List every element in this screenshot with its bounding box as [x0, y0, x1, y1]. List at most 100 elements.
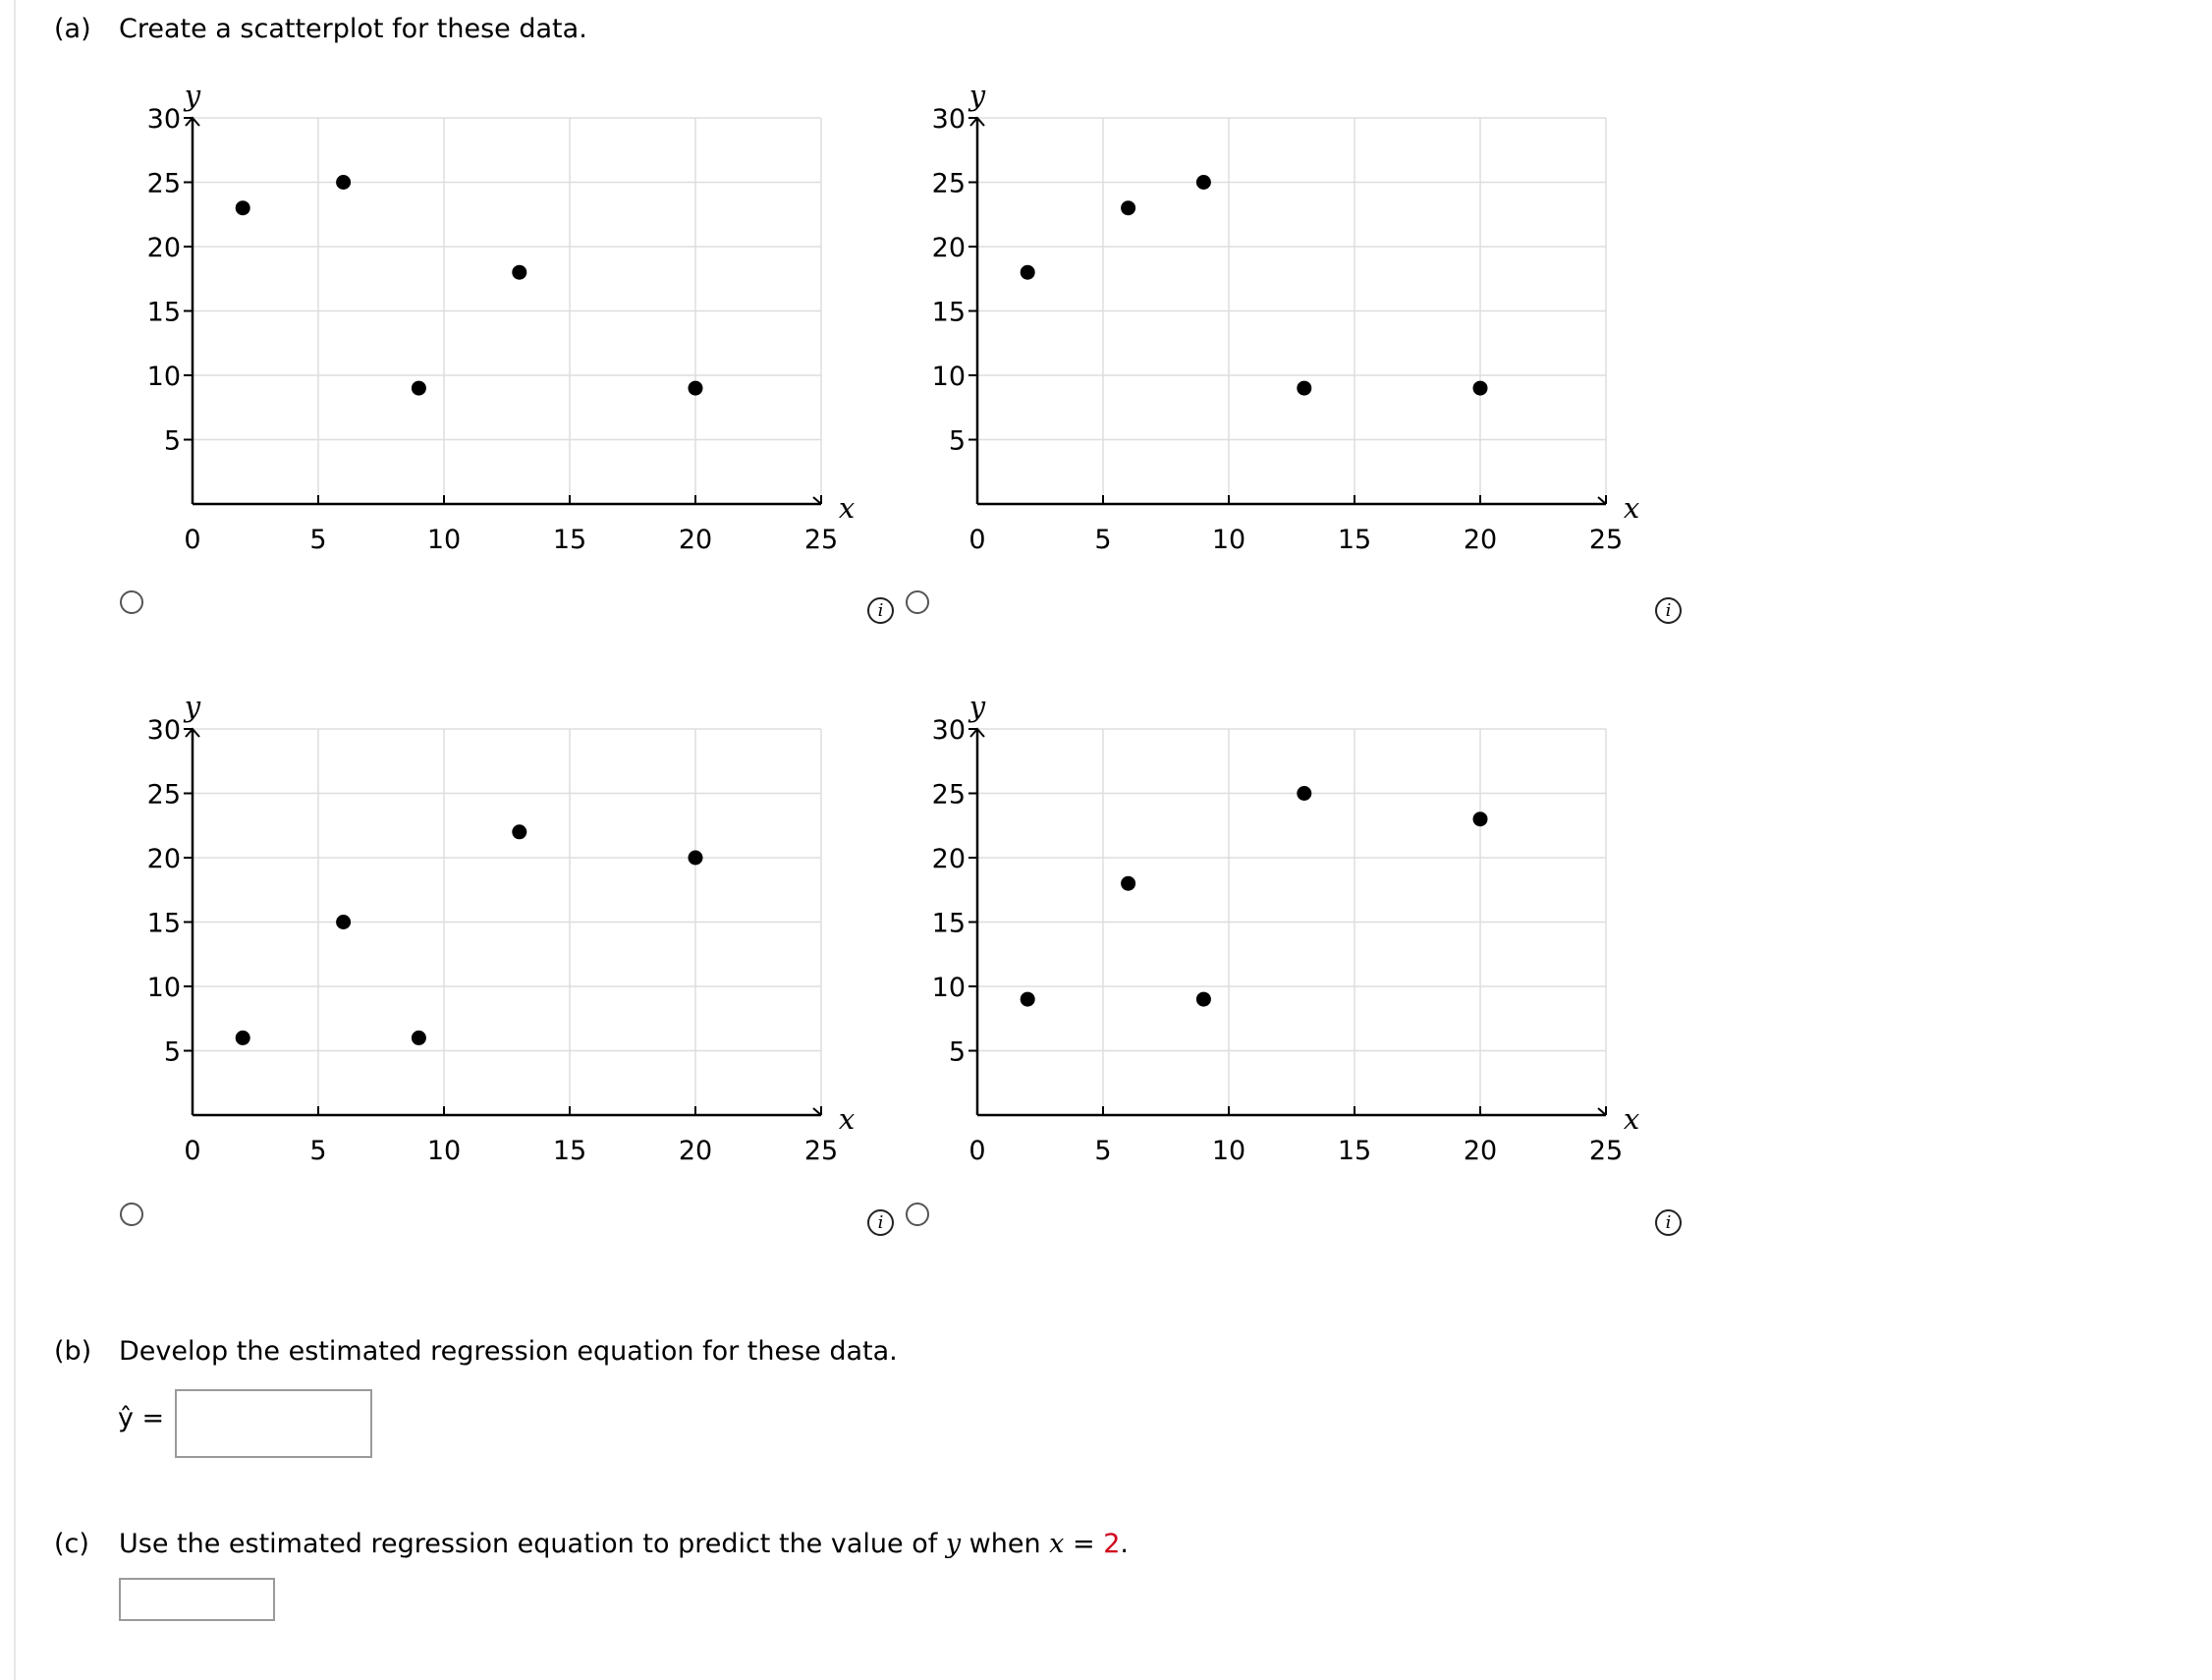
x-tick-label: 10 [427, 1136, 461, 1166]
part-c-question: Use the estimated regression equation to… [119, 1529, 1129, 1559]
x-tick-label: 0 [968, 1136, 985, 1166]
radio-option-a[interactable] [120, 590, 143, 614]
x-tick-label: 5 [309, 525, 326, 555]
part-b-label: (b) [54, 1336, 92, 1367]
x-axis-arrow-tip [812, 496, 822, 505]
x-tick-label: 10 [427, 525, 461, 555]
data-point [411, 380, 426, 396]
y-tick-label: 25 [147, 169, 181, 199]
y-tick-label: 25 [932, 169, 966, 199]
x-tick-label: 10 [1212, 525, 1245, 555]
data-point [512, 264, 527, 280]
y-tick-label: 15 [932, 909, 966, 939]
x-tick-label: 25 [804, 525, 838, 555]
scatterplot-option-c: 5 10 15 20 25 30 0 5 10 15 20 25 y x [134, 680, 880, 1171]
x-tick-label: 20 [1464, 525, 1497, 555]
part-c-label: (c) [54, 1529, 89, 1559]
y-tick-label: 20 [147, 233, 181, 263]
y-tick-label: 5 [164, 1037, 181, 1068]
data-point [1195, 175, 1211, 190]
var-x: x [1049, 1529, 1065, 1559]
regression-equation-input[interactable] [175, 1389, 372, 1458]
data-point [1297, 380, 1312, 396]
radio-option-d[interactable] [906, 1203, 929, 1226]
x-tick-label: 15 [553, 1136, 586, 1166]
scatterplot-option-b: 5 10 15 20 25 30 0 5 10 15 20 25 y x [918, 69, 1665, 560]
y-tick-label: 30 [147, 104, 181, 135]
x-tick-label: 20 [1464, 1136, 1497, 1166]
x-tick-label: 0 [184, 525, 200, 555]
y-tick-label: 15 [147, 909, 181, 939]
info-icon[interactable]: i [1655, 1209, 1682, 1236]
x-tick-label: 20 [679, 525, 712, 555]
info-icon[interactable]: i [867, 1209, 894, 1236]
var-y: y [945, 1529, 962, 1559]
x-axis-label: x [1624, 491, 1639, 525]
y-tick-label: 20 [932, 233, 966, 263]
scatterplot-c-svg: 5 10 15 20 25 30 0 5 10 15 20 25 y x [147, 690, 856, 1166]
y-tick-label: 10 [932, 973, 966, 1003]
x-tick-label: 10 [1212, 1136, 1245, 1166]
y-tick-label: 30 [932, 104, 966, 135]
data-point [688, 380, 703, 396]
data-point [235, 1030, 250, 1045]
x-value: 2 [1103, 1529, 1121, 1559]
x-tick-label: 25 [804, 1136, 838, 1166]
info-icon[interactable]: i [867, 597, 894, 624]
y-tick-label: 10 [932, 362, 966, 392]
y-tick-label: 25 [147, 780, 181, 811]
x-tick-label: 5 [1094, 525, 1111, 555]
scatterplot-option-a: 5 10 15 20 25 30 0 5 10 15 20 25 y x [134, 69, 880, 560]
yhat-label: ŷ = [118, 1403, 165, 1433]
y-axis-label: y [183, 79, 201, 112]
part-c-text-mid: when [961, 1529, 1050, 1559]
scatterplot-d-svg: 5 10 15 20 25 30 0 5 10 15 20 25 y x [932, 690, 1640, 1166]
data-point [1472, 812, 1488, 827]
y-axis-label: y [968, 79, 986, 112]
y-tick-label: 15 [147, 298, 181, 328]
data-point [1020, 264, 1035, 280]
scatterplot-option-d: 5 10 15 20 25 30 0 5 10 15 20 25 y x [918, 680, 1665, 1171]
equals-sign: = [1064, 1529, 1104, 1559]
left-border [14, 0, 16, 1680]
x-axis-arrow-tip [1597, 496, 1607, 505]
part-a-label: (a) [54, 14, 91, 44]
radio-option-b[interactable] [906, 590, 929, 614]
y-tick-label: 5 [949, 1037, 966, 1068]
x-axis-arrow-tip [812, 1107, 822, 1116]
x-tick-label: 15 [1338, 1136, 1371, 1166]
part-b-question: Develop the estimated regression equatio… [119, 1336, 898, 1367]
x-tick-label: 25 [1589, 525, 1623, 555]
prediction-input[interactable] [119, 1578, 275, 1621]
info-icon[interactable]: i [1655, 597, 1682, 624]
x-axis-label: x [839, 491, 855, 525]
y-tick-label: 20 [147, 844, 181, 874]
period: . [1120, 1529, 1129, 1559]
data-point [1121, 875, 1136, 891]
y-tick-label: 20 [932, 844, 966, 874]
y-tick-label: 25 [932, 780, 966, 811]
data-point [512, 824, 527, 840]
x-tick-label: 0 [968, 525, 985, 555]
data-point [336, 175, 352, 190]
x-tick-label: 15 [1338, 525, 1371, 555]
x-tick-label: 20 [679, 1136, 712, 1166]
scatterplot-b-svg: 5 10 15 20 25 30 0 5 10 15 20 25 y x [932, 79, 1640, 555]
x-tick-label: 5 [309, 1136, 326, 1166]
part-c-text-before: Use the estimated regression equation to… [119, 1529, 946, 1559]
data-point [235, 200, 250, 216]
part-a-question: Create a scatterplot for these data. [119, 14, 587, 44]
x-axis-label: x [839, 1102, 855, 1136]
y-tick-label: 10 [147, 973, 181, 1003]
x-axis-arrow-tip [1597, 1107, 1607, 1116]
x-tick-label: 5 [1094, 1136, 1111, 1166]
y-tick-label: 30 [932, 715, 966, 746]
data-point [1297, 786, 1312, 801]
data-point [1121, 200, 1136, 216]
radio-option-c[interactable] [120, 1203, 143, 1226]
scatterplot-a-svg: 5 10 15 20 25 30 0 5 10 15 20 25 y x [147, 79, 856, 555]
data-point [336, 915, 352, 929]
data-point [411, 1030, 426, 1045]
y-tick-label: 10 [147, 362, 181, 392]
data-point [1020, 991, 1035, 1007]
